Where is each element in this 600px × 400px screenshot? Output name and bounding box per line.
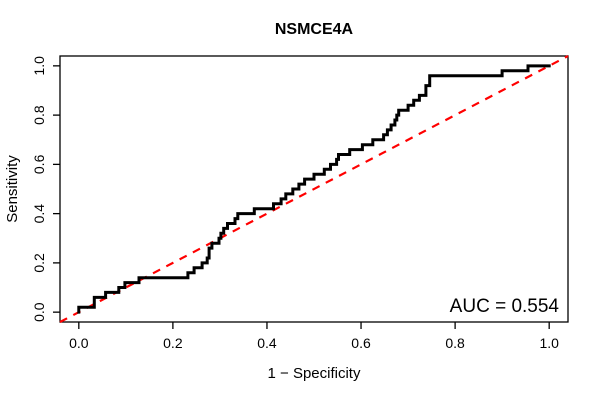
roc-curve-line bbox=[77, 64, 551, 314]
x-tick-label: 0.2 bbox=[163, 335, 183, 351]
x-tick-label: 0.4 bbox=[257, 335, 277, 351]
x-tick-label: 0.0 bbox=[69, 335, 89, 351]
x-tick-label: 0.8 bbox=[445, 335, 465, 351]
y-tick-label: 0.8 bbox=[31, 105, 47, 125]
x-tick-label: 0.6 bbox=[351, 335, 371, 351]
plot-border-box bbox=[59, 55, 569, 323]
y-tick-label: 0.2 bbox=[31, 253, 47, 273]
y-axis: 0.0 0.2 0.4 0.6 0.8 1.0 bbox=[31, 56, 60, 322]
x-axis: 0.0 0.2 0.4 0.6 0.8 1.0 bbox=[69, 322, 559, 351]
x-tick-label: 1.0 bbox=[539, 335, 559, 351]
y-tick-label: 1.0 bbox=[31, 56, 47, 76]
chart-title: NSMCE4A bbox=[275, 21, 354, 38]
auc-annotation: AUC = 0.554 bbox=[450, 296, 560, 317]
y-tick-label: 0.6 bbox=[31, 154, 47, 174]
y-axis-title: Sensitivity bbox=[4, 155, 21, 223]
x-axis-title: 1 − Specificity bbox=[268, 365, 361, 382]
y-tick-label: 0.0 bbox=[31, 302, 47, 322]
y-tick-label: 0.4 bbox=[31, 204, 47, 224]
